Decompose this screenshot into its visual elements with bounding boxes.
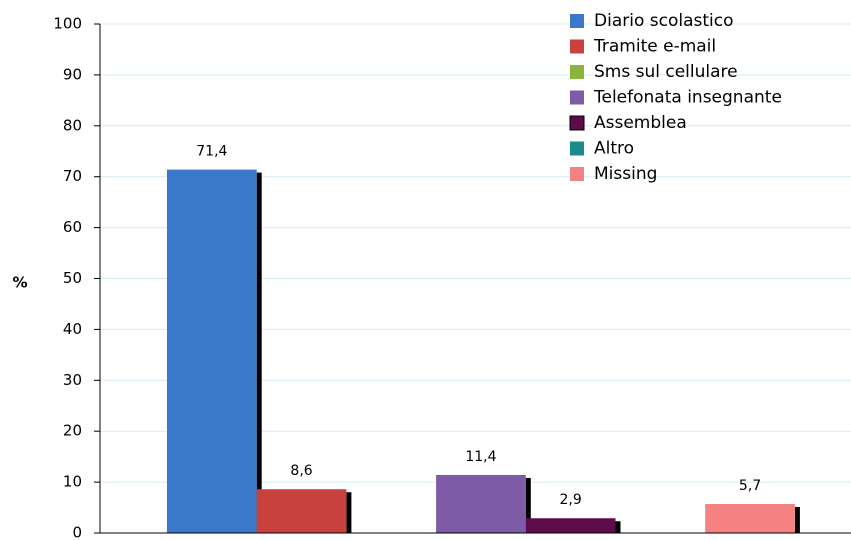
legend-label: Tramite e-mail — [593, 37, 716, 57]
legend-label: Diario scolastico — [594, 11, 734, 31]
y-tick-label: 20 — [63, 422, 82, 440]
bar — [167, 169, 257, 533]
legend-swatch — [570, 14, 584, 28]
legend-swatch — [570, 39, 584, 54]
legend-label: Missing — [594, 164, 657, 184]
bar-shadow — [346, 492, 352, 533]
legend-swatch — [570, 90, 584, 105]
data-label: 71,4 — [196, 144, 227, 160]
y-tick-label: 80 — [63, 116, 82, 134]
bar — [256, 489, 347, 533]
y-tick-label: 90 — [63, 65, 82, 83]
bar-shadow — [615, 521, 621, 533]
legend-swatch — [569, 115, 585, 131]
bar-shadow — [525, 477, 531, 533]
legend-swatch — [570, 141, 584, 156]
y-tick-label: 60 — [63, 218, 82, 236]
legend-swatch — [570, 167, 584, 181]
bar — [436, 474, 526, 533]
data-label: 11,4 — [465, 449, 496, 465]
data-label: 5,7 — [739, 478, 761, 494]
legend-swatch — [570, 65, 584, 79]
data-label: 8,6 — [290, 463, 312, 479]
bar — [525, 518, 616, 533]
bar — [705, 503, 795, 533]
bar-shadow — [794, 506, 800, 533]
y-tick-label: 0 — [72, 524, 82, 540]
y-tick-label: 30 — [63, 371, 82, 389]
y-tick-label: 70 — [63, 167, 82, 185]
legend-label: Telefonata insegnante — [593, 88, 782, 108]
y-tick-label: 50 — [63, 269, 82, 287]
y-tick-label: 40 — [63, 320, 82, 338]
y-tick-label: 10 — [63, 473, 82, 491]
legend-label: Assemblea — [594, 113, 687, 133]
bar-shadow — [256, 172, 262, 533]
legend-label: Altro — [594, 139, 634, 159]
y-tick-label: 100 — [53, 15, 82, 33]
y-axis-label: % — [12, 274, 27, 292]
legend-label: Sms sul cellulare — [594, 62, 738, 82]
data-label: 2,9 — [560, 492, 582, 508]
